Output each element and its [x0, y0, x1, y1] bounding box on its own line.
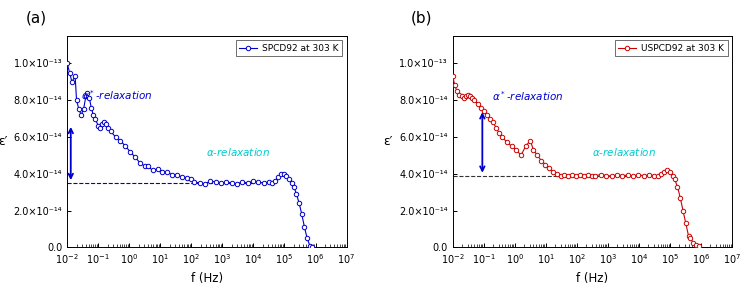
Text: $\alpha$-relaxation: $\alpha$-relaxation: [592, 146, 656, 158]
Legend: USPCD92 at 303 K: USPCD92 at 303 K: [615, 40, 728, 57]
Text: $\alpha^*$-relaxation: $\alpha^*$-relaxation: [81, 88, 152, 102]
Y-axis label: ε′: ε′: [0, 135, 7, 148]
Text: (b): (b): [411, 10, 433, 25]
Text: (a): (a): [25, 10, 46, 25]
X-axis label: f (Hz): f (Hz): [577, 271, 609, 285]
Text: $\alpha^*$-relaxation: $\alpha^*$-relaxation: [492, 90, 563, 103]
Legend: SPCD92 at 303 K: SPCD92 at 303 K: [236, 40, 342, 57]
Y-axis label: ε′: ε′: [383, 135, 393, 148]
Text: $\alpha$-relaxation: $\alpha$-relaxation: [206, 146, 270, 158]
X-axis label: f (Hz): f (Hz): [190, 271, 223, 285]
